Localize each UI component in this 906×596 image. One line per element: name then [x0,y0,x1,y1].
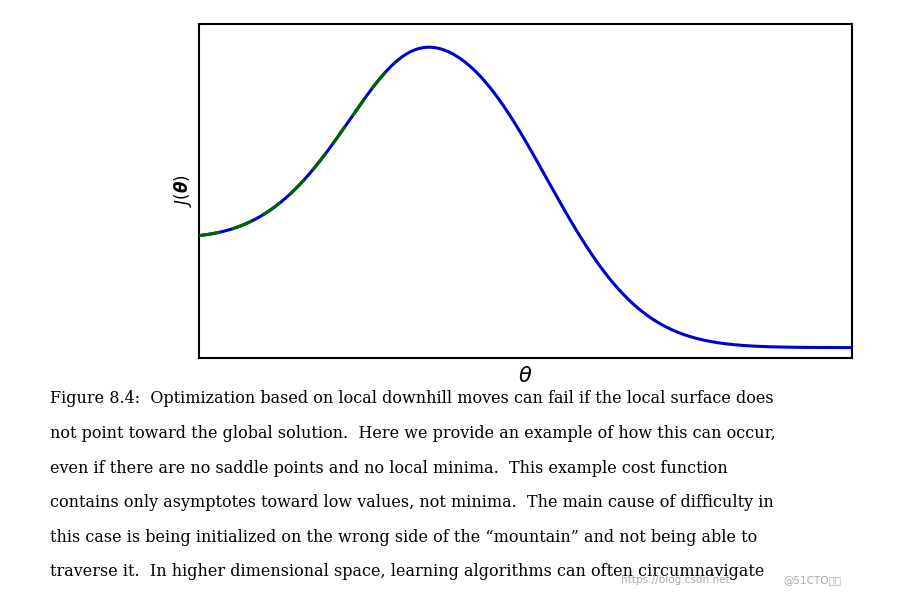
Text: contains only asymptotes toward low values, not minima.  The main cause of diffi: contains only asymptotes toward low valu… [50,494,774,511]
Text: @51CTO博客: @51CTO博客 [784,575,842,585]
Text: even if there are no saddle points and no local minima.  This example cost funct: even if there are no saddle points and n… [50,460,728,477]
Text: https://blog.csdn.net: https://blog.csdn.net [621,575,729,585]
X-axis label: $\theta$: $\theta$ [518,366,533,386]
Text: traverse it.  In higher dimensional space, learning algorithms can often circumn: traverse it. In higher dimensional space… [50,563,764,581]
Text: not point toward the global solution.  Here we provide an example of how this ca: not point toward the global solution. He… [50,425,776,442]
Text: this case is being initialized on the wrong side of the “mountain” and not being: this case is being initialized on the wr… [50,529,757,546]
Y-axis label: $J(\boldsymbol{\theta})$: $J(\boldsymbol{\theta})$ [172,175,194,207]
Text: Figure 8.4:  Optimization based on local downhill moves can fail if the local su: Figure 8.4: Optimization based on local … [50,390,774,408]
